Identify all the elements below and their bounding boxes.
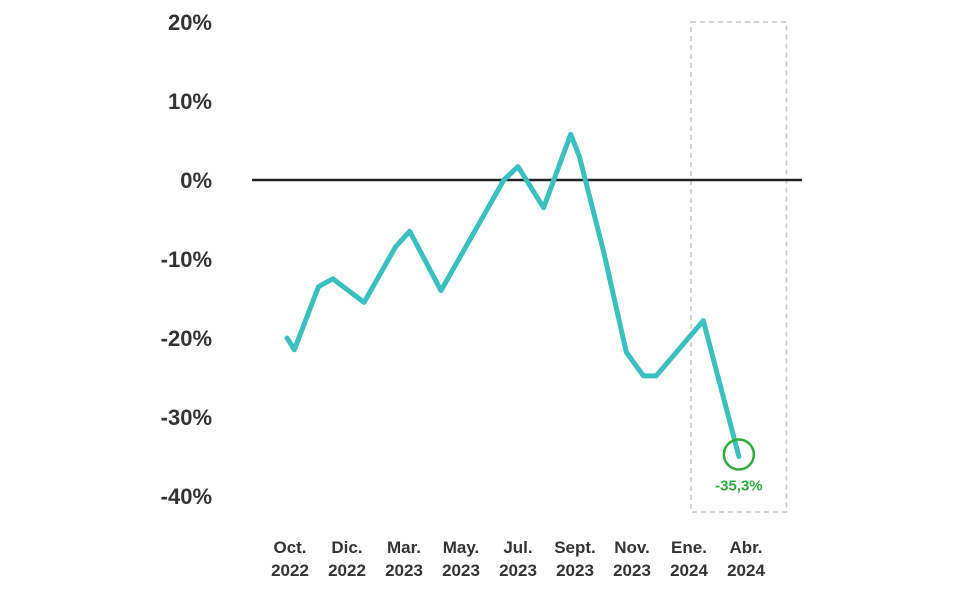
x-tick-month: May.: [443, 538, 480, 557]
x-tick-month: Abr.: [729, 538, 762, 557]
x-tick-month: Nov.: [614, 538, 650, 557]
x-tick-year: 2024: [670, 561, 708, 580]
highlight-marker: [722, 438, 756, 471]
x-tick-year: 2023: [613, 561, 651, 580]
series-line: [284, 131, 742, 459]
x-tick-year: 2022: [328, 561, 366, 580]
y-tick-label: -10%: [161, 247, 212, 272]
y-tick-label: 10%: [168, 89, 212, 114]
x-tick-month: Oct.: [273, 538, 306, 557]
highlight-box-layer: [690, 21, 788, 513]
y-tick-label: -30%: [161, 405, 212, 430]
x-tick-month: Jul.: [503, 538, 532, 557]
x-tick-year: 2024: [727, 561, 765, 580]
x-tick-month: Sept.: [554, 538, 596, 557]
y-tick-label: 0%: [180, 168, 212, 193]
highlight-value-label: -35,3%: [715, 478, 763, 495]
y-tick-label: 20%: [168, 10, 212, 35]
x-tick-month: Ene.: [671, 538, 707, 557]
x-tick-year: 2023: [499, 561, 537, 580]
x-tick-year: 2022: [271, 561, 309, 580]
x-tick-year: 2023: [556, 561, 594, 580]
highlight-box: [690, 21, 788, 513]
x-tick-year: 2023: [385, 561, 423, 580]
x-tick-year: 2023: [442, 561, 480, 580]
y-tick-label: -40%: [161, 484, 212, 509]
x-tick-month: Mar.: [387, 538, 421, 557]
y-tick-label: -20%: [161, 326, 212, 351]
x-axis: Oct. 2022 Dic. 2022 Mar. 2023 May. 2023 Jul. 2023…: [271, 538, 765, 580]
y-axis: 20% 10% 0% -10% -20% -30% -40%: [161, 10, 212, 509]
x-tick-month: Dic.: [331, 538, 362, 557]
